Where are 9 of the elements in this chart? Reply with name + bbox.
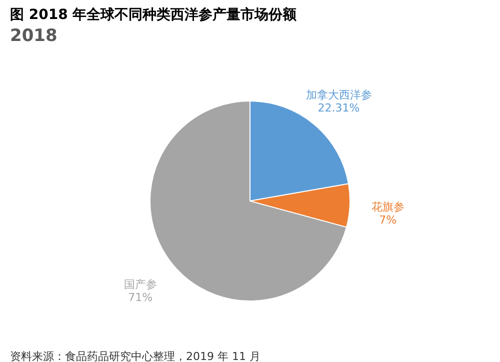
slice-label: 加拿大西洋参 bbox=[306, 88, 372, 102]
chart-title: 图 2018 年全球不同种类西洋参产量市场份额 bbox=[10, 6, 298, 23]
chart-subtitle: 2018 bbox=[10, 26, 58, 46]
data-label: 22.31% bbox=[318, 101, 360, 114]
data-label: 7% bbox=[379, 213, 397, 226]
text: 资料来源：食品药品研究中心整理，2019 年 11 月 bbox=[10, 350, 260, 362]
slice-label: 国产参 bbox=[124, 278, 157, 291]
slice-label: 花旗参 bbox=[371, 200, 404, 214]
data-label: 71% bbox=[128, 290, 153, 304]
